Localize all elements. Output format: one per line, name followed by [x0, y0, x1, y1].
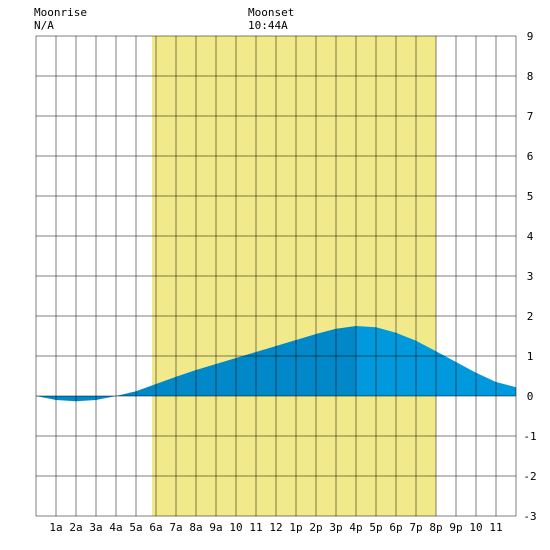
grid-lines: [35, 35, 517, 517]
x-tick-label: 11: [249, 521, 262, 534]
y-axis-tick-labels: 9 8 7 6 5 4 3 2 1 0 -1 -2 -3: [523, 30, 536, 523]
x-tick-label: 1a: [49, 521, 62, 534]
x-tick-label: 10: [229, 521, 242, 534]
moonrise-value: N/A: [34, 19, 54, 32]
x-tick-label: 9a: [209, 521, 222, 534]
x-tick-label: 10: [469, 521, 482, 534]
x-tick-label: 3p: [329, 521, 342, 534]
y-tick-label: 5: [527, 190, 534, 203]
moonset-label: Moonset: [248, 6, 294, 19]
x-tick-label: 5p: [369, 521, 382, 534]
moonrise-label: Moonrise: [34, 6, 87, 19]
x-tick-label: 6p: [389, 521, 402, 534]
y-tick-label: 1: [527, 350, 534, 363]
y-tick-label: 7: [527, 110, 534, 123]
x-tick-label: 7a: [169, 521, 182, 534]
y-tick-label: 8: [527, 70, 534, 83]
x-tick-label: 8a: [189, 521, 202, 534]
moonset-value: 10:44A: [248, 19, 288, 32]
x-tick-label: 4p: [349, 521, 362, 534]
x-tick-label: 1p: [289, 521, 302, 534]
x-tick-label: 8p: [429, 521, 442, 534]
x-tick-label: 11: [489, 521, 502, 534]
x-tick-label: 9p: [449, 521, 462, 534]
x-axis-tick-labels: 1a 2a 3a 4a 5a 6a 7a 8a 9a 10 11 12 1p 2p 3p 4p 5p 6p 7p 8p…: [49, 521, 502, 534]
y-tick-label: -2: [523, 470, 536, 483]
y-tick-label: 0: [527, 390, 534, 403]
x-tick-label: 12: [269, 521, 282, 534]
y-tick-label: 4: [527, 230, 534, 243]
x-tick-label: 7p: [409, 521, 422, 534]
y-tick-label: 2: [527, 310, 534, 323]
x-tick-label: 2p: [309, 521, 322, 534]
x-tick-label: 5a: [129, 521, 142, 534]
x-tick-label: 6a: [149, 521, 162, 534]
y-tick-label: 9: [527, 30, 534, 43]
y-tick-label: 3: [527, 270, 534, 283]
x-tick-label: 2a: [69, 521, 82, 534]
x-tick-label: 3a: [89, 521, 102, 534]
y-tick-label: -1: [523, 430, 536, 443]
x-tick-label: 4a: [109, 521, 122, 534]
y-tick-label: -3: [523, 510, 536, 523]
y-tick-label: 6: [527, 150, 534, 163]
